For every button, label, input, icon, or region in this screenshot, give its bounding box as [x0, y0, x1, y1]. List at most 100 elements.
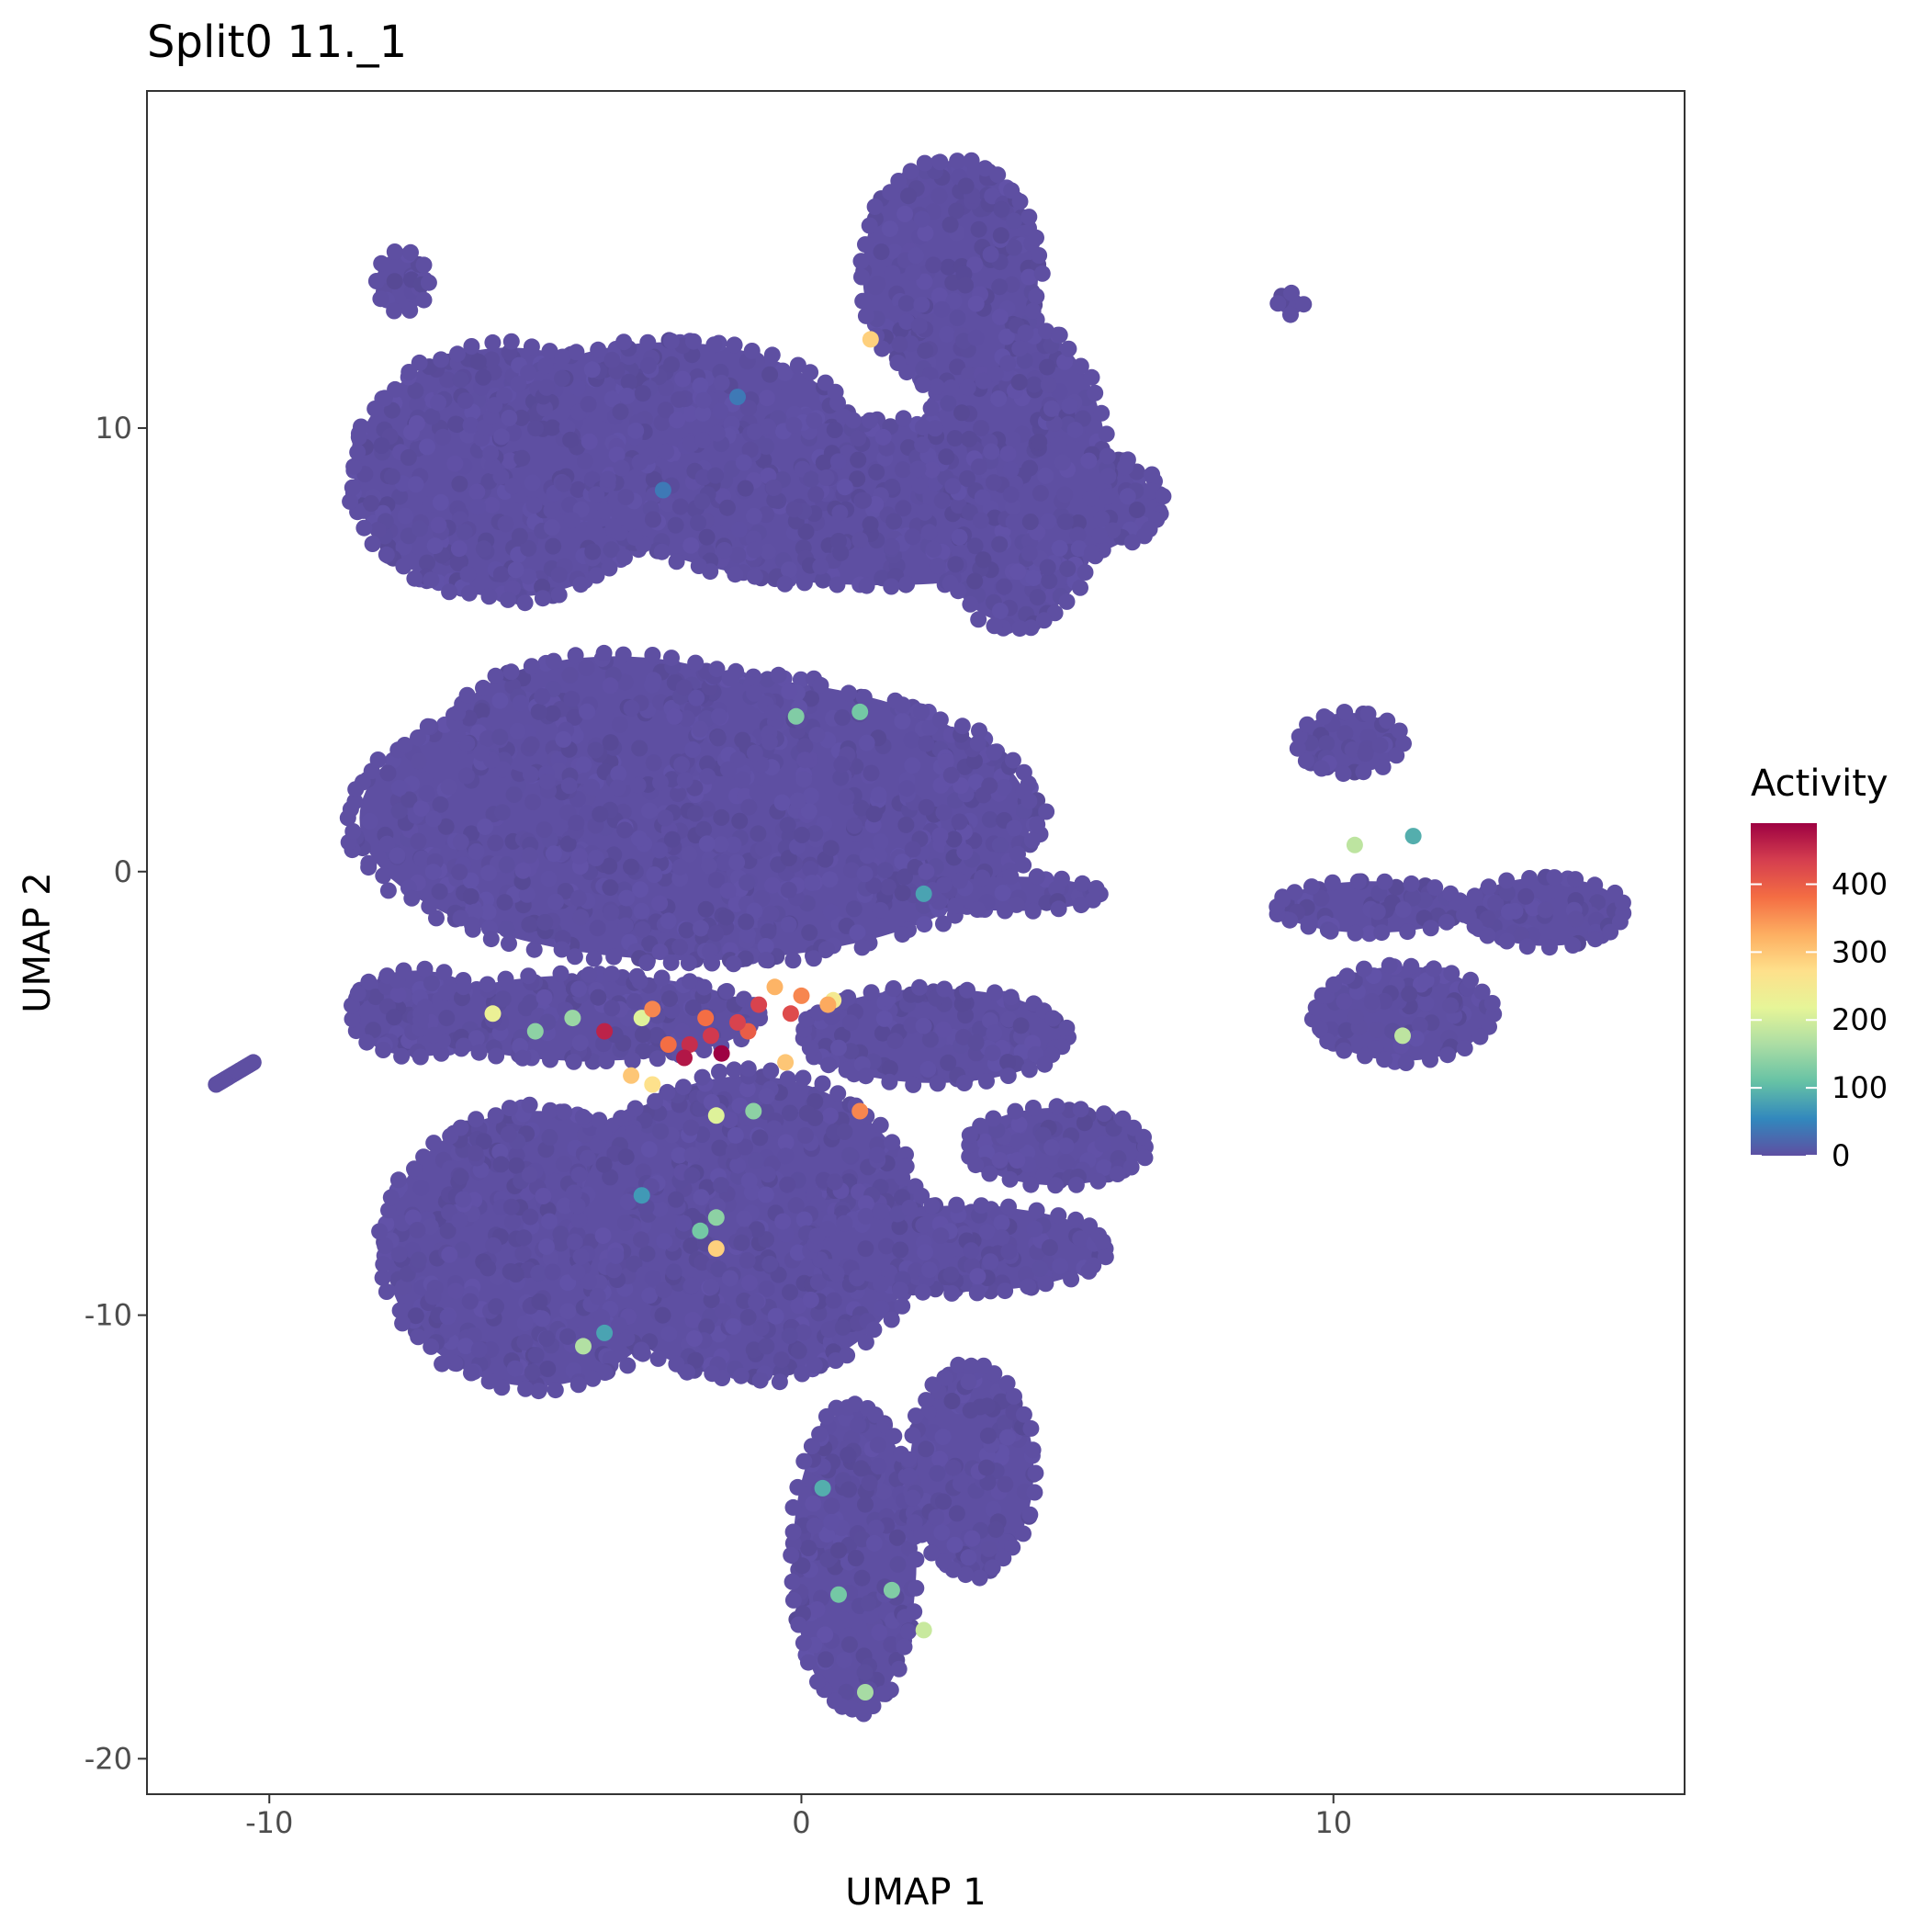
- data-point: [1040, 513, 1057, 530]
- data-point: [1324, 874, 1341, 891]
- data-point: [589, 1288, 606, 1305]
- data-point: [1006, 819, 1023, 837]
- data-point: [968, 1061, 985, 1079]
- data-point: [588, 567, 605, 584]
- data-point: [1300, 918, 1317, 935]
- data-point: [644, 1270, 661, 1287]
- data-point: [607, 1248, 625, 1264]
- data-point: [914, 419, 931, 436]
- data-point: [580, 396, 597, 412]
- data-point: [418, 785, 435, 802]
- data-point: [1043, 400, 1060, 417]
- data-point: [344, 823, 362, 840]
- data-point: [379, 764, 397, 782]
- data-point: [795, 771, 813, 788]
- data-point: [891, 1218, 908, 1236]
- data-point: [1303, 878, 1320, 896]
- data-point: [802, 1292, 819, 1308]
- data-point: [963, 1242, 980, 1260]
- data-point: [803, 470, 820, 488]
- data-point: [935, 1021, 953, 1038]
- data-point: [468, 1030, 485, 1047]
- data-point: [503, 1263, 521, 1281]
- data-point: [872, 833, 889, 851]
- data-point: [1466, 887, 1483, 905]
- data-point: [515, 1229, 533, 1247]
- data-point: [653, 969, 671, 987]
- data-point: [718, 983, 736, 1000]
- data-point: [1091, 527, 1109, 545]
- data-point: [969, 901, 986, 919]
- data-point: [479, 729, 496, 747]
- data-point: [415, 291, 433, 309]
- data-point: [708, 424, 726, 442]
- data-point: [1009, 1152, 1026, 1169]
- data-point: [1015, 1406, 1032, 1423]
- data-point: [618, 1329, 636, 1347]
- data-point: [727, 1126, 744, 1144]
- data-point: [670, 785, 687, 803]
- data-point: [342, 492, 359, 510]
- data-point: [491, 1143, 509, 1160]
- data-point: [638, 1245, 656, 1262]
- data-point: [1020, 209, 1038, 226]
- data-point: [682, 405, 699, 423]
- data-point: [983, 443, 1000, 460]
- data-point: [364, 536, 381, 552]
- data-point: [698, 528, 716, 546]
- data-point: [956, 843, 974, 861]
- data-point: [796, 751, 814, 769]
- data-point: [1080, 452, 1098, 469]
- legend-tick-label: 300: [1832, 934, 1888, 969]
- data-point: [933, 1524, 951, 1542]
- data-point: [396, 737, 413, 753]
- data-point: [920, 524, 938, 541]
- data-point: [999, 1054, 1017, 1071]
- data-point: [967, 329, 985, 346]
- data-point: [1039, 358, 1056, 376]
- data-point: [1043, 1139, 1061, 1157]
- data-point: [945, 292, 963, 310]
- data-point: [1363, 993, 1381, 1010]
- data-point: [491, 692, 509, 709]
- data-point: [542, 1051, 558, 1068]
- data-point: [749, 784, 766, 801]
- data-point: [874, 340, 891, 357]
- data-point: [1036, 1056, 1054, 1073]
- data-point: [1041, 1239, 1058, 1256]
- data-point: [739, 874, 756, 891]
- data-point: [894, 696, 911, 714]
- data-point: [797, 523, 815, 540]
- data-point: [729, 1157, 747, 1174]
- data-point: [693, 492, 711, 510]
- data-point: [1119, 488, 1136, 505]
- data-point: [817, 469, 835, 486]
- data-point: [1077, 564, 1094, 581]
- data-point: [433, 351, 450, 368]
- data-point: [923, 1544, 941, 1562]
- data-point: [869, 276, 886, 292]
- data-point: [493, 804, 511, 821]
- data-point: [1401, 986, 1418, 1003]
- data-point: [721, 670, 739, 686]
- data-point: [857, 1334, 874, 1351]
- data-point: [456, 524, 473, 541]
- data-point: [820, 1321, 838, 1339]
- data-point: [501, 409, 518, 426]
- data-point: [736, 1210, 753, 1227]
- data-point: [1002, 868, 1020, 886]
- data-point: [949, 358, 966, 376]
- cluster-12: [921, 868, 1109, 920]
- data-point: [480, 588, 498, 605]
- data-point: [446, 1354, 464, 1372]
- data-point: [440, 778, 457, 796]
- data-point: [1425, 960, 1442, 977]
- data-point: [805, 1495, 822, 1512]
- data-point: [546, 1172, 563, 1190]
- data-point: [789, 1244, 806, 1261]
- data-point: [522, 1208, 539, 1226]
- data-point: [589, 1136, 606, 1154]
- x-axis-label: UMAP 1: [845, 1871, 986, 1914]
- data-point: [949, 153, 966, 170]
